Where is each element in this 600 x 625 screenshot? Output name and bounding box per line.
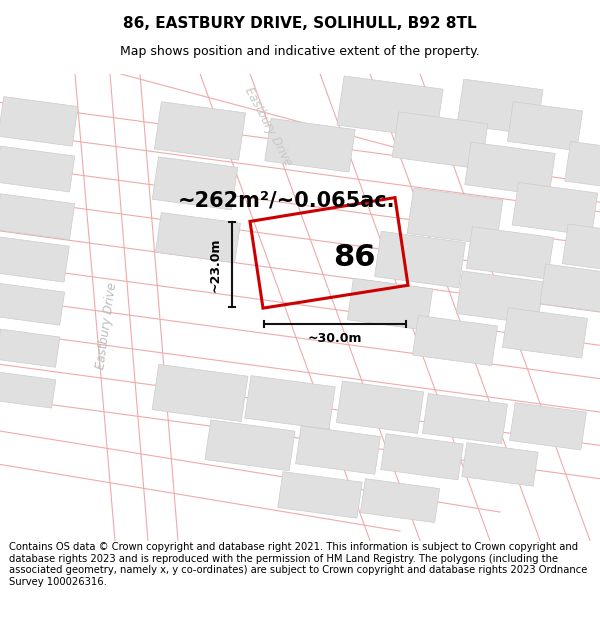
Polygon shape	[374, 231, 466, 288]
Text: 86, EASTBURY DRIVE, SOLIHULL, B92 8TL: 86, EASTBURY DRIVE, SOLIHULL, B92 8TL	[123, 16, 477, 31]
Polygon shape	[337, 381, 424, 433]
Polygon shape	[462, 442, 538, 486]
Polygon shape	[422, 394, 508, 444]
Polygon shape	[0, 284, 65, 325]
Polygon shape	[0, 97, 78, 146]
Polygon shape	[152, 157, 238, 210]
Polygon shape	[347, 278, 433, 331]
Polygon shape	[0, 237, 70, 282]
Polygon shape	[296, 426, 380, 474]
Polygon shape	[154, 102, 245, 160]
Polygon shape	[0, 372, 56, 408]
Polygon shape	[381, 434, 463, 480]
Polygon shape	[265, 118, 355, 172]
Polygon shape	[502, 308, 587, 358]
Polygon shape	[361, 479, 440, 522]
Polygon shape	[278, 472, 362, 518]
Polygon shape	[465, 142, 555, 196]
Polygon shape	[412, 316, 497, 366]
Text: Eastbury Drive: Eastbury Drive	[94, 282, 119, 371]
Polygon shape	[0, 146, 75, 192]
Polygon shape	[565, 141, 600, 187]
Polygon shape	[562, 224, 600, 270]
Polygon shape	[0, 329, 60, 367]
Polygon shape	[466, 227, 554, 279]
Polygon shape	[245, 376, 335, 429]
Text: 86: 86	[333, 243, 375, 272]
Polygon shape	[508, 102, 583, 151]
Text: ~23.0m: ~23.0m	[209, 238, 222, 292]
Polygon shape	[457, 79, 543, 135]
Text: ~262m²/~0.065ac.: ~262m²/~0.065ac.	[178, 191, 395, 211]
Polygon shape	[0, 194, 75, 239]
Polygon shape	[205, 420, 295, 471]
Polygon shape	[456, 271, 544, 324]
Polygon shape	[540, 264, 600, 312]
Polygon shape	[512, 182, 598, 236]
Polygon shape	[155, 213, 241, 262]
Polygon shape	[337, 76, 443, 138]
Polygon shape	[152, 364, 248, 421]
Text: Contains OS data © Crown copyright and database right 2021. This information is : Contains OS data © Crown copyright and d…	[9, 542, 587, 587]
Polygon shape	[392, 112, 488, 169]
Text: ~30.0m: ~30.0m	[308, 332, 362, 345]
Text: Eastbury Drive: Eastbury Drive	[242, 84, 294, 168]
Polygon shape	[509, 402, 586, 450]
Polygon shape	[407, 188, 503, 245]
Text: Map shows position and indicative extent of the property.: Map shows position and indicative extent…	[120, 44, 480, 58]
